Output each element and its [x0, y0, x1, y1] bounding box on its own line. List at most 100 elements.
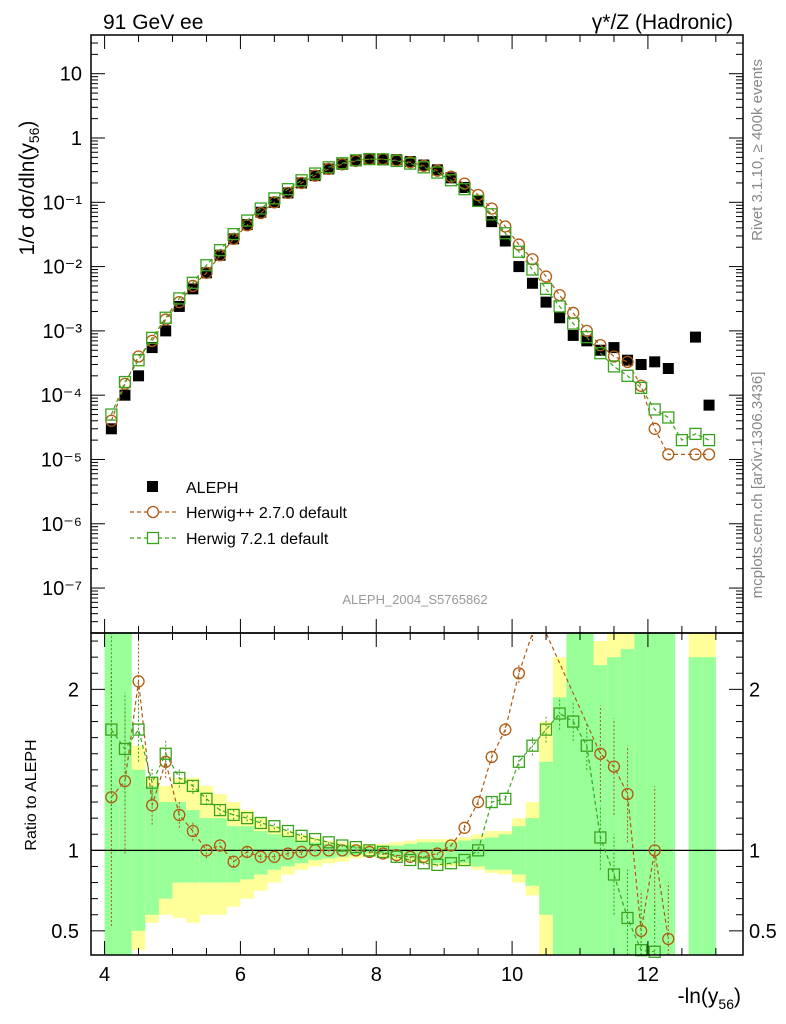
ratio-y-tick-label-left: 1	[68, 840, 79, 862]
aleph-main-point	[486, 216, 498, 228]
aleph-main-point	[689, 331, 701, 343]
herwigpp-main-point	[553, 288, 566, 302]
herwig7-ratio-point	[363, 844, 376, 857]
x-axis-label: -ln(y56)	[678, 985, 741, 1012]
herwigpp-ratio-point	[417, 850, 430, 863]
herwig7-main-point	[173, 292, 186, 305]
herwig7-ratio-point	[648, 945, 661, 958]
herwig7-ratio-point	[417, 857, 430, 870]
herwig7-main-point	[675, 433, 689, 447]
herwig7-ratio-point	[159, 747, 172, 760]
ratio-band-inner	[186, 810, 200, 883]
ratio-band-inner	[172, 802, 187, 883]
herwig7-main-point	[336, 157, 349, 170]
aleph-main-point	[282, 187, 294, 199]
legend-aleph-label: ALEPH	[186, 480, 238, 497]
herwig7-main-point	[512, 245, 526, 258]
aleph-main-point	[350, 155, 362, 167]
herwig7-main-point	[458, 183, 471, 196]
herwig7-main-point	[281, 183, 295, 196]
herwig7-ratio-point	[241, 812, 254, 825]
herwigpp-ratio-point	[607, 760, 621, 773]
herwig7-main-point	[607, 360, 621, 373]
herwig7-main-point	[539, 282, 553, 296]
herwig7-main-point	[186, 276, 200, 289]
herwig7-main-point	[662, 411, 675, 424]
main-y-tick-label: 10⁻¹	[43, 192, 83, 214]
mcplots-credit-text: mcplots.cern.ch [arXiv:1306.3436]	[749, 372, 766, 599]
herwig7-ratio-point	[173, 771, 186, 785]
herwig7-ratio-point	[295, 829, 308, 843]
aleph-main-point	[160, 325, 172, 337]
herwigpp-main-point	[702, 448, 716, 461]
ratio-panel-frame	[90, 632, 744, 956]
herwigpp-ratio-point	[186, 824, 200, 838]
herwig7-main-point	[689, 427, 702, 441]
herwigpp-main-point	[132, 350, 145, 363]
herwigpp-ratio-point	[227, 855, 240, 868]
herwig7-ratio-point	[118, 742, 132, 756]
herwigpp-ratio-point	[281, 847, 295, 860]
herwig7-main-point	[308, 167, 322, 180]
herwig7-ratio-point	[200, 792, 213, 805]
herwigpp-main-point	[689, 448, 702, 461]
herwigpp-main-point	[662, 448, 675, 461]
herwig7-main-point	[594, 347, 607, 360]
herwig7-main-point	[241, 214, 254, 227]
herwig7-main-point	[227, 227, 240, 241]
herwigpp-main-point	[105, 414, 118, 427]
ratio-band-inner	[430, 842, 445, 864]
herwig7-ratio-point	[594, 831, 607, 844]
aleph-main-point	[567, 329, 579, 341]
herwig7-ratio-point	[376, 845, 390, 859]
ratio-band-inner	[484, 837, 499, 870]
main-y-tick-label: 10⁻²	[43, 257, 83, 279]
herwig7-ratio-point	[539, 723, 553, 736]
ratio-band-inner	[539, 761, 553, 915]
legend-herwig7-marker	[146, 531, 160, 545]
aleph-main-point	[459, 181, 471, 193]
herwig7-main-point	[485, 208, 498, 221]
herwig7-ratio-point	[444, 857, 458, 870]
herwig7-main-point	[390, 154, 403, 168]
aleph-main-point	[133, 370, 145, 382]
herwig7-ratio-point	[308, 832, 322, 846]
ratio-band-inner	[702, 657, 716, 955]
aleph-main-point	[105, 423, 117, 435]
aleph-main-point	[119, 389, 131, 401]
herwig7-main-point	[254, 202, 267, 215]
herwig7-main-point	[567, 317, 580, 330]
herwigpp-ratio-point	[499, 723, 512, 736]
herwig7-main-point	[376, 153, 390, 166]
herwig7-ratio-point	[145, 776, 159, 789]
herwig7-main-point	[499, 227, 512, 240]
herwig7-ratio-point	[512, 755, 526, 768]
herwigpp-ratio-point	[132, 675, 145, 688]
legend-herwig7-label: Herwig 7.2.1 default	[186, 531, 329, 548]
aleph-main-point	[363, 153, 375, 165]
header-right-title: γ*/Z (Hadronic)	[592, 11, 733, 34]
herwigpp-main-point	[580, 324, 593, 338]
herwigpp-ratio-point	[512, 667, 526, 680]
aleph-main-point	[662, 362, 674, 374]
aleph-main-point	[526, 277, 538, 289]
header-left-title: 91 GeV ee	[103, 11, 203, 34]
herwig7-ratio-point	[336, 839, 349, 852]
herwigpp-ratio-point	[295, 845, 308, 859]
herwig7-ratio-point	[349, 840, 363, 854]
aleph-main-point	[336, 158, 348, 170]
aleph-main-point	[635, 359, 647, 371]
herwigpp-main-point	[607, 350, 621, 363]
ratio-y-tick-label-right: 1	[749, 840, 760, 862]
ratio-band-inner	[661, 633, 676, 955]
herwig7-ratio-point	[526, 739, 539, 752]
aleph-main-point	[323, 163, 335, 175]
herwig7-main-point	[200, 259, 213, 272]
aleph-main-point	[608, 342, 620, 354]
aleph-main-point	[391, 154, 403, 166]
herwig7-ratio-point	[390, 850, 403, 863]
herwig7-ratio-point	[485, 795, 498, 809]
x-tick-label: 6	[235, 964, 246, 986]
herwig7-ratio-point	[471, 844, 485, 857]
herwig7-main-point	[132, 354, 145, 367]
